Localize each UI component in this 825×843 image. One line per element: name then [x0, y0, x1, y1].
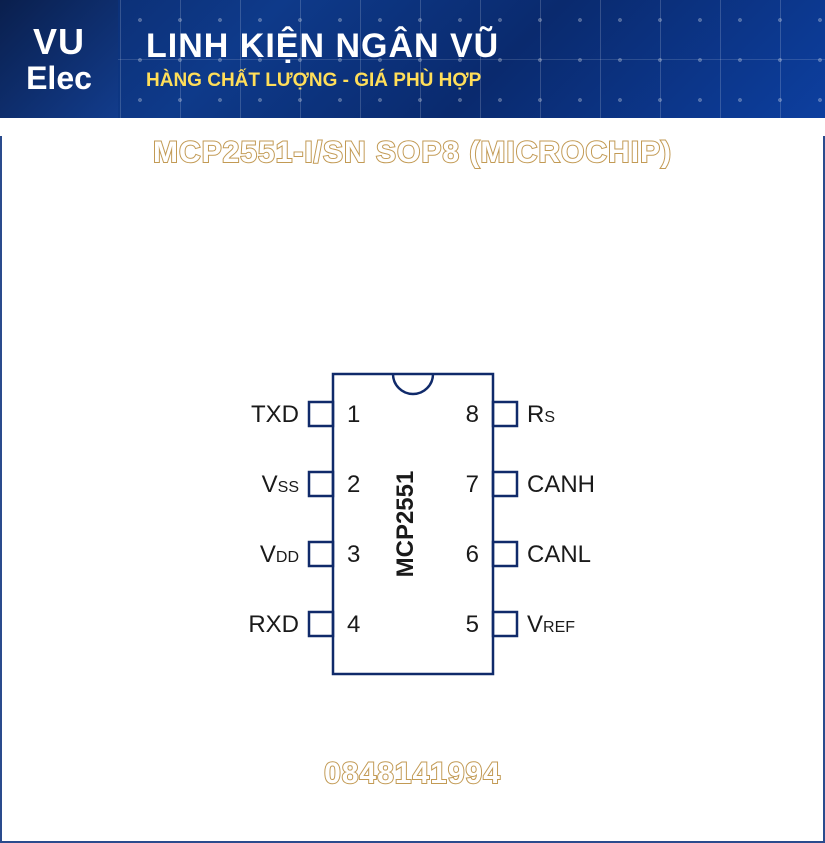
- pin-8-label: RS: [527, 401, 555, 428]
- pin-1: 1 TXD: [251, 401, 360, 428]
- svg-text:4: 4: [347, 611, 360, 638]
- pin-5: 5 VREF: [465, 611, 575, 638]
- pin-3-label: VDD: [259, 541, 298, 568]
- header-banner: VU Elec LINH KIỆN NGÂN VŨ HÀNG CHẤT LƯỢN…: [0, 0, 825, 118]
- svg-text:7: 7: [465, 471, 478, 498]
- logo-text-bottom: Elec: [26, 62, 92, 94]
- product-title: MCP2551-I/SN SOP8 (MICROCHIP): [2, 136, 823, 170]
- header-text: LINH KIỆN NGÂN VŨ HÀNG CHẤT LƯỢNG - GIÁ …: [146, 27, 499, 92]
- svg-text:CANH: CANH: [527, 471, 595, 498]
- svg-text:6: 6: [465, 541, 478, 568]
- pin-8: 8 RS: [465, 401, 554, 428]
- pin-3: 3 VDD: [259, 541, 359, 568]
- pin-row-right: 8 RS 7 CANH 6 CANL 5 VREF: [465, 401, 594, 638]
- content-panel: MCP2551-I/SN SOP8 (MICROCHIP) MCP2551 1 …: [0, 136, 825, 843]
- pin-4: 4 RXD: [248, 611, 360, 638]
- contact-phone: 0848141994: [2, 757, 823, 791]
- svg-text:2: 2: [347, 471, 360, 498]
- pin-row-left: 1 TXD 2 VSS 3 VDD 4 RXD: [248, 401, 360, 638]
- pin-6: 6 CANL: [465, 541, 590, 568]
- store-name: LINH KIỆN NGÂN VŨ: [146, 27, 499, 66]
- svg-text:CANL: CANL: [527, 541, 591, 568]
- tagline: HÀNG CHẤT LƯỢNG - GIÁ PHÙ HỢP: [146, 70, 499, 92]
- svg-text:8: 8: [465, 401, 478, 428]
- svg-text:5: 5: [465, 611, 478, 638]
- pin-7: 7 CANH: [465, 471, 594, 498]
- svg-text:TXD: TXD: [251, 401, 299, 428]
- svg-text:RXD: RXD: [248, 611, 299, 638]
- pin-5-label: VREF: [527, 611, 575, 638]
- chip-notch: [393, 374, 433, 394]
- svg-text:3: 3: [347, 541, 360, 568]
- pin-2: 2 VSS: [261, 471, 360, 498]
- svg-text:1: 1: [347, 401, 360, 428]
- logo-text-top: VU: [33, 24, 85, 60]
- pin-2-label: VSS: [261, 471, 298, 498]
- brand-logo: VU Elec: [0, 0, 118, 118]
- chip-name-label: MCP2551: [392, 470, 419, 577]
- chip-pinout-diagram: MCP2551 1 TXD 2 VSS 3 VDD 4 RXD: [133, 344, 693, 704]
